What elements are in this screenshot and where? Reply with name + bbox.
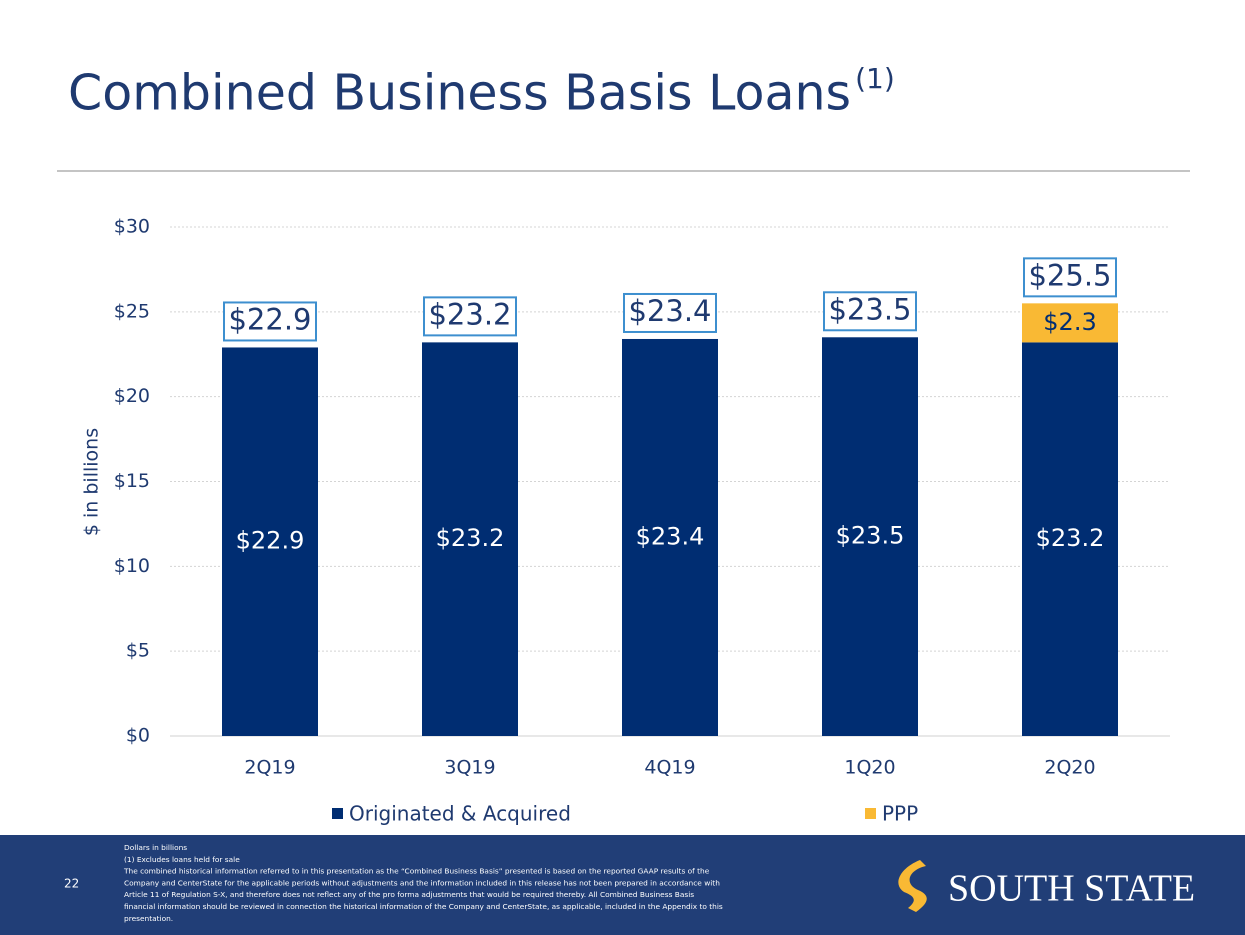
- value-label: $23.2: [436, 524, 505, 552]
- footnote: The combined historical information refe…: [123, 867, 710, 876]
- footnote: Article 11 of Regulation S-X, and theref…: [124, 890, 694, 899]
- y-tick-label: $30: [114, 216, 150, 238]
- total-label: $22.9: [228, 302, 311, 336]
- legend-swatch: [332, 808, 343, 819]
- x-tick-label: 2Q20: [1044, 757, 1095, 779]
- total-label-box: [623, 292, 717, 333]
- legend-swatch: [865, 808, 876, 819]
- x-tick-label: 1Q20: [844, 757, 895, 779]
- total-label: $23.5: [828, 292, 911, 326]
- value-label: $23.5: [836, 522, 905, 550]
- total-label: $23.4: [628, 294, 711, 328]
- x-tick-label: 4Q19: [644, 757, 695, 779]
- total-label: $23.2: [428, 297, 511, 331]
- footnote: presentation.: [124, 914, 173, 923]
- total-label-box: [423, 296, 517, 337]
- page-number: 22: [64, 877, 79, 891]
- logo-mark: [898, 860, 927, 912]
- footnote: financial information should be reviewed…: [124, 902, 723, 911]
- slide-title: Combined Business Basis Loans: [68, 65, 851, 122]
- value-label: $2.3: [1043, 308, 1096, 336]
- y-axis-label: $ in billions: [81, 428, 103, 536]
- total-label-box: [223, 301, 317, 342]
- y-tick-label: $10: [114, 555, 150, 577]
- bar-segment: [1022, 342, 1118, 736]
- bar-segment: [222, 347, 318, 736]
- footer-band: [0, 835, 1245, 935]
- x-tick-label: 3Q19: [444, 757, 495, 779]
- y-tick-label: $5: [126, 640, 150, 662]
- y-tick-label: $20: [114, 385, 150, 407]
- y-tick-label: $15: [114, 470, 150, 492]
- footnote: (1) Excludes loans held for sale: [124, 855, 240, 864]
- x-tick-label: 2Q19: [244, 757, 295, 779]
- bar-segment: [822, 337, 918, 736]
- legend-label: PPP: [882, 802, 918, 826]
- y-tick-label: $25: [114, 300, 150, 322]
- bar-segment: [622, 338, 718, 736]
- value-label: $23.4: [636, 522, 705, 550]
- footnote: Dollars in billions: [124, 843, 187, 852]
- total-label-box: [1023, 257, 1117, 298]
- legend-label: Originated & Acquired: [349, 802, 571, 826]
- title-superscript: (1): [855, 62, 895, 95]
- y-tick-label: $0: [126, 725, 150, 747]
- total-label: $25.5: [1028, 258, 1111, 292]
- footnote: Company and CenterState for the applicab…: [124, 878, 720, 887]
- value-label: $22.9: [236, 527, 305, 555]
- bar-segment: [422, 342, 518, 736]
- logo-text: SOUTH STATE: [948, 868, 1195, 910]
- total-label-box: [823, 291, 917, 332]
- value-label: $23.2: [1036, 524, 1105, 552]
- bar-segment: [1022, 303, 1118, 343]
